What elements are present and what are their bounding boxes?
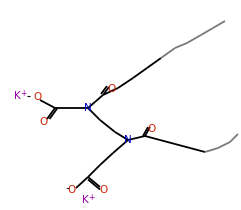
Text: K: K — [82, 195, 88, 205]
Text: +: + — [20, 88, 27, 97]
Text: O: O — [148, 124, 156, 134]
Text: +: + — [88, 193, 94, 202]
Text: N: N — [124, 135, 132, 145]
Text: N: N — [84, 103, 92, 113]
Text: O: O — [68, 185, 76, 195]
Text: -: - — [65, 183, 69, 193]
Text: K: K — [14, 91, 20, 101]
Text: O: O — [108, 84, 116, 94]
Text: O: O — [99, 185, 107, 195]
Text: O: O — [40, 117, 48, 127]
Text: O: O — [33, 92, 41, 102]
